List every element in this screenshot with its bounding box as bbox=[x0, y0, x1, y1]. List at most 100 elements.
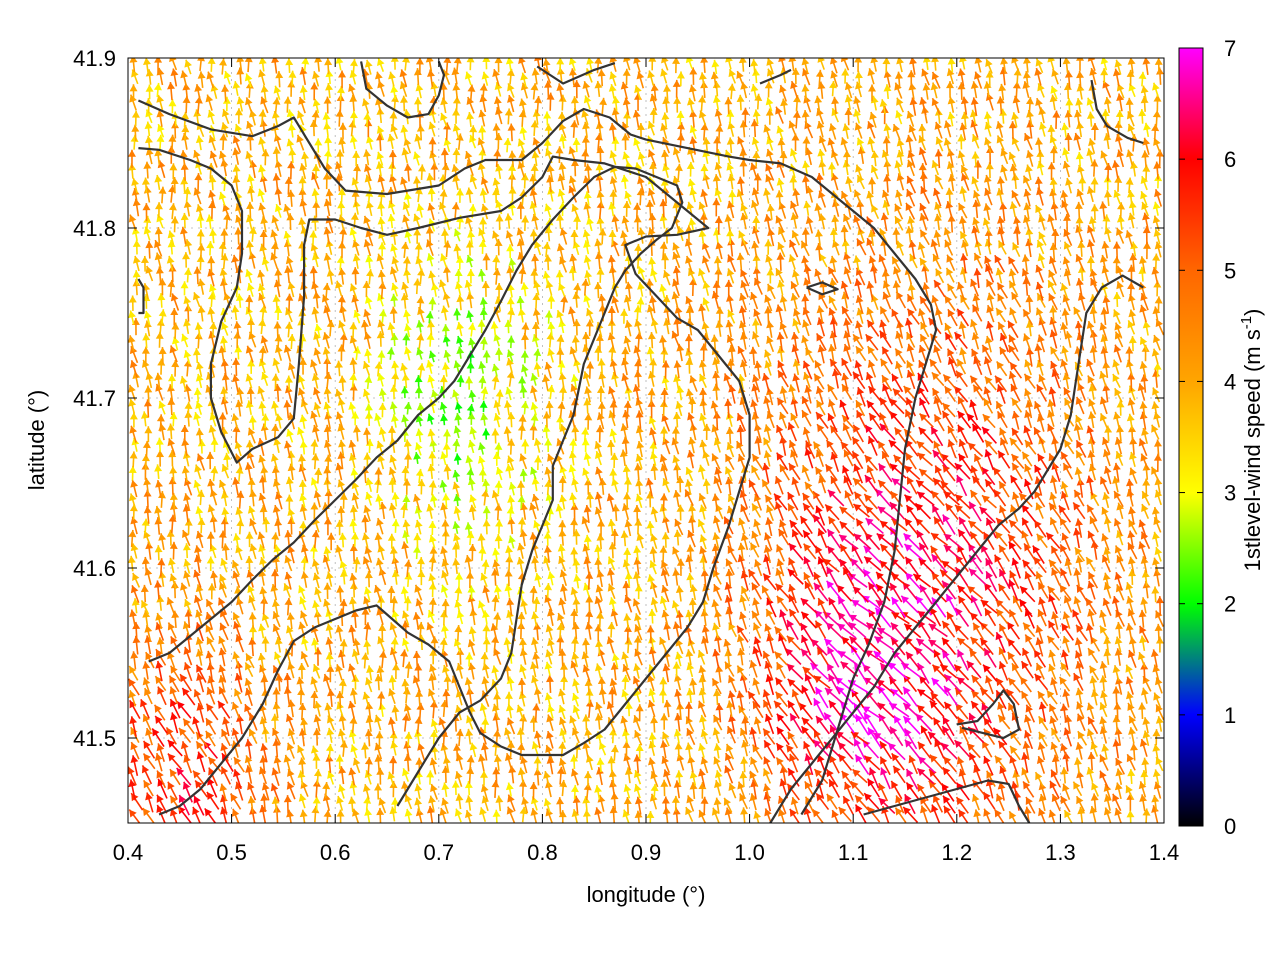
wind-arrow bbox=[220, 766, 231, 785]
wind-arrow bbox=[1020, 690, 1032, 708]
wind-arrow bbox=[648, 732, 657, 748]
wind-arrow bbox=[861, 705, 883, 721]
wind-arrow bbox=[387, 717, 396, 736]
wind-arrow bbox=[812, 739, 830, 758]
wind-arrow bbox=[979, 637, 994, 656]
wind-arrow bbox=[404, 661, 413, 679]
wind-arrow bbox=[467, 662, 476, 680]
wind-arrow bbox=[287, 661, 295, 679]
wind-arrow bbox=[300, 717, 309, 735]
wind-arrow bbox=[633, 635, 642, 653]
wind-arrow bbox=[142, 807, 155, 823]
wind-arrow bbox=[430, 729, 439, 745]
wind-arrow bbox=[750, 756, 759, 773]
wind-arrow bbox=[570, 754, 579, 769]
wind-arrow bbox=[594, 785, 603, 800]
wind-arrow bbox=[376, 767, 385, 785]
wind-arrow bbox=[466, 715, 474, 730]
wind-arrow bbox=[283, 754, 292, 772]
wind-arrow bbox=[558, 757, 567, 775]
wind-arrow bbox=[775, 757, 788, 773]
wind-arrow bbox=[454, 624, 463, 642]
wind-arrow bbox=[800, 634, 812, 656]
wind-arrow bbox=[167, 622, 177, 639]
wind-arrow bbox=[244, 678, 253, 695]
x-tick-label: 0.9 bbox=[631, 840, 662, 865]
wind-arrow bbox=[299, 809, 308, 823]
wind-arrow bbox=[312, 796, 321, 811]
wind-arrow bbox=[287, 728, 296, 745]
wind-arrow bbox=[685, 742, 694, 759]
wind-arrow bbox=[582, 714, 591, 731]
wind-arrow bbox=[671, 795, 680, 812]
wind-arrow bbox=[930, 691, 946, 709]
wind-arrow bbox=[327, 770, 335, 785]
wind-arrow bbox=[391, 797, 400, 813]
wind-arrow bbox=[609, 678, 618, 696]
wind-arrow bbox=[714, 770, 723, 786]
wind-arrow bbox=[455, 793, 464, 810]
wind-arrow bbox=[762, 728, 776, 745]
x-tick-label: 1.1 bbox=[838, 840, 869, 865]
wind-arrow bbox=[428, 795, 436, 812]
wind-arrow bbox=[400, 649, 409, 668]
wind-arrow bbox=[711, 677, 722, 695]
wind-arrow bbox=[401, 781, 409, 798]
wind-arrow bbox=[942, 795, 956, 814]
wind-arrow bbox=[752, 677, 761, 695]
wind-arrow bbox=[1112, 665, 1121, 681]
wind-arrow bbox=[389, 806, 398, 822]
wind-arrow bbox=[789, 808, 801, 823]
wind-arrow bbox=[298, 757, 307, 774]
wind-arrow bbox=[929, 754, 944, 770]
wind-arrow bbox=[879, 756, 891, 776]
wind-arrow bbox=[442, 664, 450, 681]
wind-arrow bbox=[178, 727, 192, 743]
wind-arrow bbox=[1050, 727, 1061, 743]
wind-arrow bbox=[633, 714, 641, 732]
wind-arrow bbox=[248, 637, 257, 657]
wind-arrow bbox=[1024, 730, 1034, 750]
wind-arrow bbox=[217, 700, 231, 719]
wind-arrow bbox=[205, 703, 219, 721]
wind-arrow bbox=[544, 661, 553, 676]
wind-arrow bbox=[181, 687, 196, 706]
wind-arrow bbox=[297, 663, 306, 680]
wind-arrow bbox=[572, 678, 580, 694]
wind-arrow bbox=[530, 637, 539, 654]
wind-arrow bbox=[177, 805, 193, 823]
wind-arrow bbox=[481, 717, 490, 733]
colorbar-tick-label: 5 bbox=[1224, 258, 1236, 283]
wind-arrow bbox=[1037, 742, 1046, 761]
wind-arrow bbox=[1129, 743, 1138, 761]
wind-arrow bbox=[529, 782, 538, 800]
wind-arrow bbox=[661, 796, 670, 815]
wind-arrow bbox=[192, 770, 206, 787]
wind-arrow bbox=[441, 782, 450, 797]
wind-arrow bbox=[775, 691, 788, 708]
colorbar-tick-label: 3 bbox=[1224, 481, 1236, 506]
wind-arrow bbox=[927, 731, 945, 748]
wind-arrow bbox=[997, 714, 1011, 730]
wind-arrow bbox=[994, 755, 1007, 771]
wind-arrow bbox=[142, 753, 156, 770]
wind-arrow bbox=[155, 622, 165, 641]
wind-arrow bbox=[838, 806, 852, 822]
colorbar-label-main: 1stlevel-wind speed (m s bbox=[1240, 329, 1265, 571]
wind-arrow bbox=[1128, 727, 1136, 744]
wind-arrow bbox=[904, 739, 921, 759]
x-axis-label: longitude (°) bbox=[587, 882, 706, 907]
wind-arrow bbox=[347, 700, 356, 719]
wind-arrow bbox=[1050, 741, 1059, 759]
wind-arrow bbox=[491, 780, 500, 798]
wind-arrow bbox=[142, 661, 151, 680]
wind-arrow bbox=[726, 725, 736, 744]
wind-arrow bbox=[648, 688, 657, 703]
wind-arrow bbox=[902, 715, 921, 735]
wind-arrow bbox=[1099, 702, 1108, 718]
wind-arrow bbox=[480, 652, 489, 668]
wind-arrow bbox=[1050, 769, 1061, 788]
wind-arrow bbox=[713, 743, 722, 759]
wind-arrow bbox=[647, 699, 656, 718]
wind-arrow bbox=[479, 770, 488, 786]
